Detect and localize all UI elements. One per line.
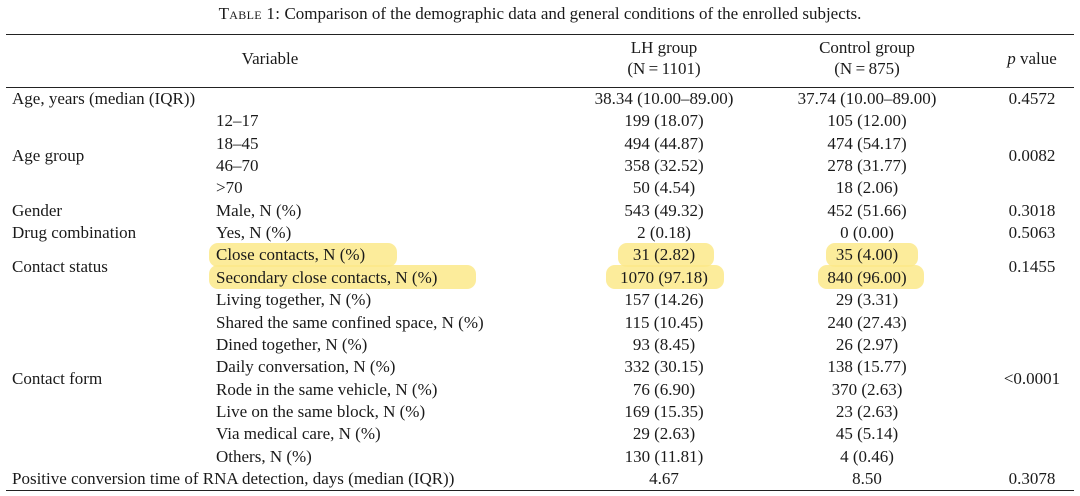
row-sub-label: Live on the same block, N (%) xyxy=(216,401,426,421)
cell-control-value: 26 (2.97) xyxy=(835,334,899,354)
row-group-label: Age, years (median (IQR)) xyxy=(12,89,196,108)
table-top-rule xyxy=(6,34,1074,35)
highlight-secondary-contacts-label xyxy=(209,265,476,289)
cell-control-value: 278 (31.77) xyxy=(827,156,907,176)
cell-lh-value: 199 (18.07) xyxy=(624,111,704,131)
cell-lh-value: 29 (2.63) xyxy=(632,424,696,444)
header-p-letter: p xyxy=(1007,49,1016,68)
row-sub-label: Dined together, N (%) xyxy=(216,334,368,354)
cell-lh-value: 76 (6.90) xyxy=(632,379,696,399)
cell-lh-value: 169 (15.35) xyxy=(624,401,704,421)
row-sub-label: Living together, N (%) xyxy=(216,290,372,310)
cell-lh-value: 93 (8.45) xyxy=(632,334,696,354)
cell-p-value: 0.3018 xyxy=(1008,200,1056,220)
row-sub-label: >70 xyxy=(216,178,243,198)
cell-control-value: 0 (0.00) xyxy=(840,223,894,243)
span-group-label: Contact status xyxy=(12,257,108,276)
span-group-label: Contact form xyxy=(12,369,103,388)
caption-lead: Table 1: xyxy=(218,4,281,23)
cell-lh-value: 332 (30.15) xyxy=(624,357,704,377)
row-group-label: Positive conversion time of RNA detectio… xyxy=(12,468,455,488)
cell-lh-value: 358 (32.52) xyxy=(624,156,704,176)
header-lh-n: (N = 1101) xyxy=(627,59,701,78)
cell-control-value: 23 (2.63) xyxy=(835,401,899,421)
cell-control-value: 4 (0.46) xyxy=(840,446,894,466)
header-lh-title: LH group xyxy=(630,38,698,57)
cell-lh-value: 2 (0.18) xyxy=(637,223,691,243)
header-control-title: Control group xyxy=(819,38,915,57)
table-header-rule xyxy=(6,87,1074,88)
cell-control-value: 8.50 xyxy=(852,468,882,488)
cell-lh-value: 50 (4.54) xyxy=(632,178,696,198)
cell-lh-value: 4.67 xyxy=(649,468,679,488)
highlight-ctrl-secondary xyxy=(818,265,924,289)
cell-control-value: 138 (15.77) xyxy=(827,357,907,377)
row-sub-label: Secondary close contacts, N (%) xyxy=(216,267,438,287)
row-sub-label: Via medical care, N (%) xyxy=(216,424,381,444)
header-p-suffix: value xyxy=(1015,49,1057,68)
cell-control-value: 18 (2.06) xyxy=(835,178,899,198)
cell-lh-value: 130 (11.81) xyxy=(624,446,704,466)
cell-lh-value: 38.34 (10.00–89.00) xyxy=(594,89,734,108)
cell-p-value: 0.5063 xyxy=(1008,223,1056,243)
row-sub-label: Male, N (%) xyxy=(216,200,302,220)
cell-lh-value: 543 (49.32) xyxy=(624,200,704,220)
cell-control-value: 45 (5.14) xyxy=(835,424,899,444)
span-p-value: <0.0001 xyxy=(1003,369,1061,388)
highlight-close-contacts-label xyxy=(209,243,397,267)
row-group-label: Drug combination xyxy=(12,223,137,243)
cell-p-value: 0.3078 xyxy=(1008,468,1056,488)
row-sub-label: Close contacts, N (%) xyxy=(216,245,366,265)
cell-control-value: 35 (4.00) xyxy=(835,245,899,265)
cell-control-value: 105 (12.00) xyxy=(827,111,907,131)
row-sub-label: Yes, N (%) xyxy=(216,223,292,243)
highlight-ctrl-close xyxy=(826,243,918,267)
cell-control-value: 452 (51.66) xyxy=(827,200,907,220)
header-lh: LH group (N = 1101) xyxy=(584,37,744,79)
cell-lh-value: 31 (2.82) xyxy=(632,245,696,265)
row-sub-label: Rode in the same vehicle, N (%) xyxy=(216,379,438,399)
table-caption: Table 1: Comparison of the demographic d… xyxy=(0,4,1080,24)
row-group-label: Gender xyxy=(12,200,63,220)
cell-control-value: 240 (27.43) xyxy=(827,312,907,332)
row-sub-label: 12–17 xyxy=(216,111,259,131)
row-sub-label: Others, N (%) xyxy=(216,446,312,466)
span-p-value: 0.1455 xyxy=(1008,257,1056,276)
highlight-lh-secondary xyxy=(606,265,724,289)
cell-control-value: 840 (96.00) xyxy=(827,267,907,287)
cell-control-value: 37.74 (10.00–89.00) xyxy=(797,89,937,108)
row-sub-label: Shared the same confined space, N (%) xyxy=(216,312,484,332)
cell-lh-value: 115 (10.45) xyxy=(624,312,704,332)
row-sub-label: Daily conversation, N (%) xyxy=(216,357,396,377)
cell-control-value: 370 (2.63) xyxy=(831,379,903,399)
cell-p-value: 0.4572 xyxy=(1008,89,1056,108)
header-variable: Variable xyxy=(241,49,299,68)
caption-text: Comparison of the demographic data and g… xyxy=(284,4,862,23)
table-bottom-rule xyxy=(6,490,1074,491)
cell-control-value: 474 (54.17) xyxy=(827,133,907,153)
highlight-lh-close xyxy=(618,243,714,267)
header-control: Control group (N = 875) xyxy=(788,37,946,79)
header-p-value: p value xyxy=(990,48,1074,69)
cell-lh-value: 1070 (97.18) xyxy=(620,267,708,287)
cell-control-value: 29 (3.31) xyxy=(835,290,899,310)
span-p-value: 0.0082 xyxy=(1008,146,1056,165)
span-group-label: Age group xyxy=(12,146,85,165)
cell-lh-value: 494 (44.87) xyxy=(624,133,704,153)
header-control-n: (N = 875) xyxy=(834,59,900,78)
row-sub-label: 18–45 xyxy=(216,133,259,153)
row-sub-label: 46–70 xyxy=(216,156,259,176)
cell-lh-value: 157 (14.26) xyxy=(624,290,704,310)
